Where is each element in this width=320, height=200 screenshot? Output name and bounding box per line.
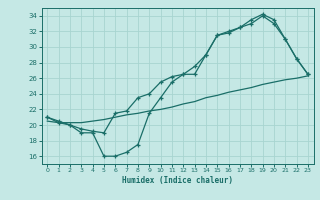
X-axis label: Humidex (Indice chaleur): Humidex (Indice chaleur) — [122, 176, 233, 185]
